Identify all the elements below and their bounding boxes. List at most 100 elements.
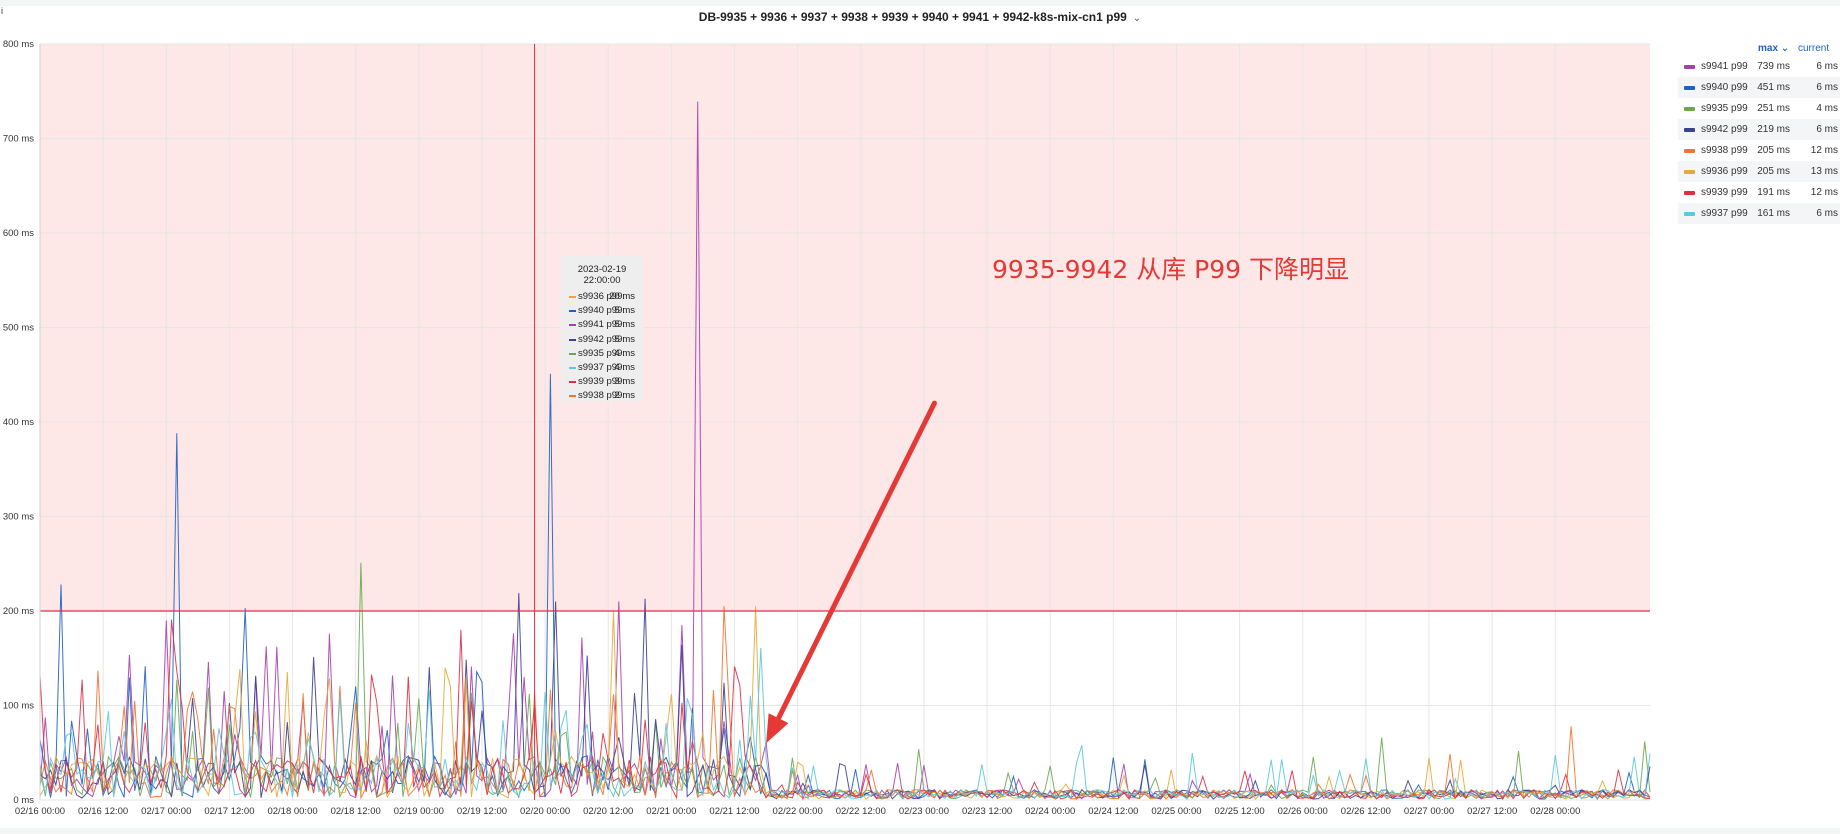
legend-sort-max[interactable]: max ⌄	[1758, 43, 1789, 54]
legend-max-value: 451 ms	[1757, 82, 1790, 93]
y-tick-label: 400 ms	[3, 417, 34, 428]
legend-series-name[interactable]: s9938 p99	[1701, 145, 1748, 156]
chevron-down-icon[interactable]: ⌄	[1780, 43, 1790, 54]
tooltip-value: 5 ms	[614, 305, 635, 317]
legend-max-value: 205 ms	[1757, 166, 1790, 177]
legend-max-value: 739 ms	[1757, 61, 1790, 72]
tooltip-series-name: s9941 p99:	[578, 319, 626, 331]
legend-current-value: 6 ms	[1816, 124, 1838, 135]
tooltip-row: s9936 p99: 20 ms	[561, 290, 643, 304]
y-tick-label: 0 ms	[13, 795, 34, 806]
legend-item[interactable]: s9938 p99 205 ms 12 ms	[1678, 140, 1840, 161]
tooltip-value: 5 ms	[614, 333, 635, 345]
tooltip-time: 2023-02-19 22:00:00	[577, 264, 627, 286]
panel-title-text[interactable]: DB-9935 + 9936 + 9937 + 9938 + 9939 + 99…	[698, 10, 1127, 24]
annotation-arrow-head	[766, 713, 789, 744]
legend-item[interactable]: s9941 p99 739 ms 6 ms	[1678, 56, 1840, 77]
x-tick-label: 02/27 00:00	[1404, 806, 1454, 817]
tooltip-series-name: s9938 p99:	[578, 390, 626, 402]
legend-item[interactable]: s9940 p99 451 ms 6 ms	[1678, 77, 1840, 98]
series-line	[39, 619, 1651, 800]
legend-series-name[interactable]: s9935 p99	[1701, 103, 1748, 114]
x-tick-label: 02/26 00:00	[1278, 806, 1328, 817]
legend-max-header[interactable]: max	[1758, 43, 1779, 54]
legend-series-name[interactable]: s9936 p99	[1701, 166, 1748, 177]
legend-series-name[interactable]: s9941 p99	[1701, 61, 1748, 72]
tooltip-row: s9940 p99: 5 ms	[561, 304, 643, 318]
legend-swatch	[1684, 107, 1695, 111]
tooltip-row: s9935 p99: 4 ms	[561, 347, 643, 361]
tooltip-swatch	[569, 381, 576, 384]
tooltip-swatch	[569, 310, 576, 313]
legend-series-name[interactable]: s9942 p99	[1701, 124, 1748, 135]
x-tick-label: 02/23 12:00	[962, 806, 1012, 817]
legend-series-name[interactable]: s9937 p99	[1701, 208, 1748, 219]
y-tick-label: 200 ms	[3, 606, 34, 617]
legend-max-value: 191 ms	[1757, 187, 1790, 198]
x-tick-label: 02/24 12:00	[1088, 806, 1138, 817]
legend-series-name[interactable]: s9939 p99	[1701, 187, 1748, 198]
panel-info-icon[interactable]: i	[1, 6, 3, 16]
legend-current-value: 6 ms	[1816, 208, 1838, 219]
tooltip-swatch	[569, 324, 576, 327]
legend-current-header[interactable]: current	[1798, 43, 1830, 54]
x-tick-label: 02/17 12:00	[204, 806, 254, 817]
x-tick-label: 02/16 12:00	[78, 806, 128, 817]
x-tick-label: 02/21 12:00	[709, 806, 759, 817]
tooltip-value: 5 ms	[614, 319, 635, 331]
y-tick-label: 700 ms	[3, 134, 34, 145]
legend-current-value: 6 ms	[1816, 61, 1838, 72]
tooltip-row: s9938 p99: 2 ms	[561, 389, 643, 403]
panel-title[interactable]: DB-9935 + 9936 + 9937 + 9938 + 9939 + 99…	[0, 10, 1840, 24]
tooltip-value: 2 ms	[614, 390, 635, 402]
legend-item[interactable]: s9942 p99 219 ms 6 ms	[1678, 119, 1840, 140]
legend-swatch	[1684, 212, 1695, 216]
legend-swatch	[1684, 191, 1695, 195]
top-strip	[0, 0, 1840, 6]
tooltip-series-name: s9942 p99:	[578, 333, 626, 345]
tooltip-swatch	[569, 366, 576, 369]
legend-max-value: 219 ms	[1757, 124, 1790, 135]
y-tick-label: 100 ms	[3, 701, 34, 712]
x-tick-label: 02/27 12:00	[1467, 806, 1517, 817]
y-tick-label: 800 ms	[3, 39, 34, 50]
annotation-arrow-shaft	[775, 400, 937, 721]
y-tick-label: 300 ms	[3, 512, 34, 523]
legend-swatch	[1684, 86, 1695, 90]
tooltip-series-name: s9937 p99:	[578, 361, 626, 373]
tooltip-row: s9939 p99: 3 ms	[561, 375, 643, 389]
legend-current-value: 12 ms	[1810, 145, 1838, 156]
legend-rows: s9941 p99 739 ms 6 ms s9940 p99 451 ms 6 ms s9…	[1678, 56, 1840, 224]
x-tick-label: 02/22 12:00	[836, 806, 886, 817]
legend: max ⌄ current s9941 p99 739 ms 6 ms s9940 p…	[1678, 40, 1840, 224]
legend-item[interactable]: s9936 p99 205 ms 13 ms	[1678, 161, 1840, 182]
tooltip-row: s9937 p99: 4 ms	[561, 361, 643, 375]
x-tick-label: 02/28 00:00	[1530, 806, 1580, 817]
legend-item[interactable]: s9937 p99 161 ms 6 ms	[1678, 203, 1840, 224]
hover-tooltip: 2023-02-19 22:00:00 s9936 p99: 20 ms s9940…	[561, 256, 643, 401]
legend-item[interactable]: s9939 p99 191 ms 12 ms	[1678, 182, 1840, 203]
legend-item[interactable]: s9935 p99 251 ms 4 ms	[1678, 98, 1840, 119]
y-tick-label: 500 ms	[3, 323, 34, 334]
legend-current-value: 4 ms	[1816, 103, 1838, 114]
tooltip-value: 20 ms	[609, 291, 635, 302]
tooltip-row: s9942 p99: 5 ms	[561, 333, 643, 347]
chevron-down-icon[interactable]: ⌄	[1132, 13, 1142, 24]
x-tick-label: 02/16 00:00	[15, 806, 65, 817]
legend-swatch	[1684, 170, 1695, 174]
x-tick-label: 02/25 00:00	[1151, 806, 1201, 817]
series-line	[39, 606, 1651, 800]
legend-swatch	[1684, 128, 1695, 132]
tooltip-row: s9941 p99: 5 ms	[561, 318, 643, 332]
legend-series-name[interactable]: s9940 p99	[1701, 82, 1748, 93]
tooltip-value: 3 ms	[614, 376, 635, 388]
legend-current-value: 12 ms	[1810, 187, 1838, 198]
legend-max-value: 205 ms	[1757, 145, 1790, 156]
series-line	[39, 647, 1651, 800]
legend-max-value: 161 ms	[1757, 208, 1790, 219]
legend-max-value: 251 ms	[1757, 103, 1790, 114]
legend-header: max ⌄ current	[1678, 40, 1840, 56]
x-tick-label: 02/25 12:00	[1215, 806, 1265, 817]
